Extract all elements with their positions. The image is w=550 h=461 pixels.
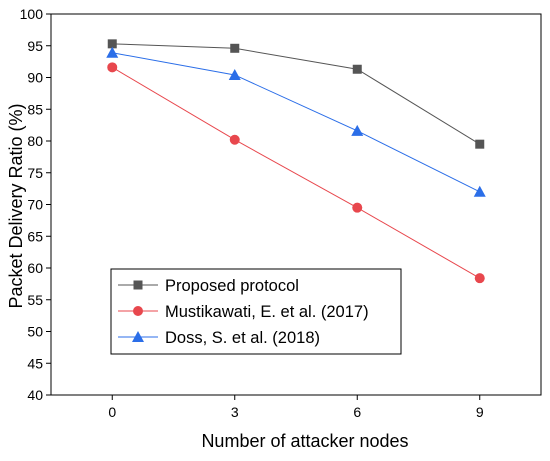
data-point <box>230 43 240 53</box>
series-2 <box>107 62 485 284</box>
series-line <box>112 52 480 193</box>
legend-box <box>110 268 402 355</box>
data-point <box>352 64 362 74</box>
y-tick-label: 65 <box>27 228 43 244</box>
axes: 40 45 50 55 60 65 70 75 80 85 90 95 100 0 3 6 9 <box>20 6 542 420</box>
data-point <box>229 134 240 145</box>
x-tick-label: 9 <box>476 404 484 420</box>
data-point <box>473 185 486 197</box>
data-point <box>352 202 363 213</box>
legend: Proposed protocol Mustikawati, E. et al. … <box>110 268 402 355</box>
y-tick-label: 40 <box>27 387 43 403</box>
series-layer <box>106 39 486 284</box>
data-point <box>228 68 241 80</box>
y-axis-title: Packet Delivery Ratio (%) <box>6 103 26 308</box>
x-axis-title: Number of attacker nodes <box>201 431 408 451</box>
legend-label: Doss, S. et al. (2018) <box>165 329 320 347</box>
data-point <box>107 62 118 73</box>
legend-label: Mustikawati, E. et al. (2017) <box>165 303 369 321</box>
series-line <box>111 66 480 279</box>
legend-entry: Doss, S. et al. (2018) <box>118 329 320 347</box>
x-tick-label: 6 <box>353 404 361 420</box>
y-tick-label: 90 <box>27 70 43 86</box>
x-tick-label: 0 <box>108 404 116 420</box>
y-tick-label: 75 <box>27 165 43 181</box>
series-line <box>112 43 481 145</box>
y-tick-label: 70 <box>27 197 43 213</box>
data-point <box>475 139 485 149</box>
y-tick-label: 95 <box>27 38 43 54</box>
y-tick-label: 45 <box>27 355 43 371</box>
data-point <box>106 46 119 58</box>
series-1 <box>107 39 485 149</box>
legend-swatch-marker <box>133 280 143 290</box>
legend-swatch-marker <box>132 331 144 342</box>
legend-entry: Mustikawati, E. et al. (2017) <box>118 303 369 321</box>
series-3 <box>106 46 486 197</box>
y-tick-label: 80 <box>27 133 43 149</box>
data-point <box>107 39 117 49</box>
legend-swatch-marker <box>133 306 143 316</box>
y-tick-label: 60 <box>27 260 43 276</box>
legend-label: Proposed protocol <box>165 277 299 295</box>
legend-entry: Proposed protocol <box>118 277 299 295</box>
data-point <box>474 273 485 284</box>
y-tick-label: 50 <box>27 324 43 340</box>
x-tick-label: 3 <box>231 404 239 420</box>
data-point <box>351 124 364 136</box>
y-tick-label: 85 <box>27 101 43 117</box>
y-tick-label: 100 <box>20 6 44 22</box>
y-tick-label: 55 <box>27 292 43 308</box>
